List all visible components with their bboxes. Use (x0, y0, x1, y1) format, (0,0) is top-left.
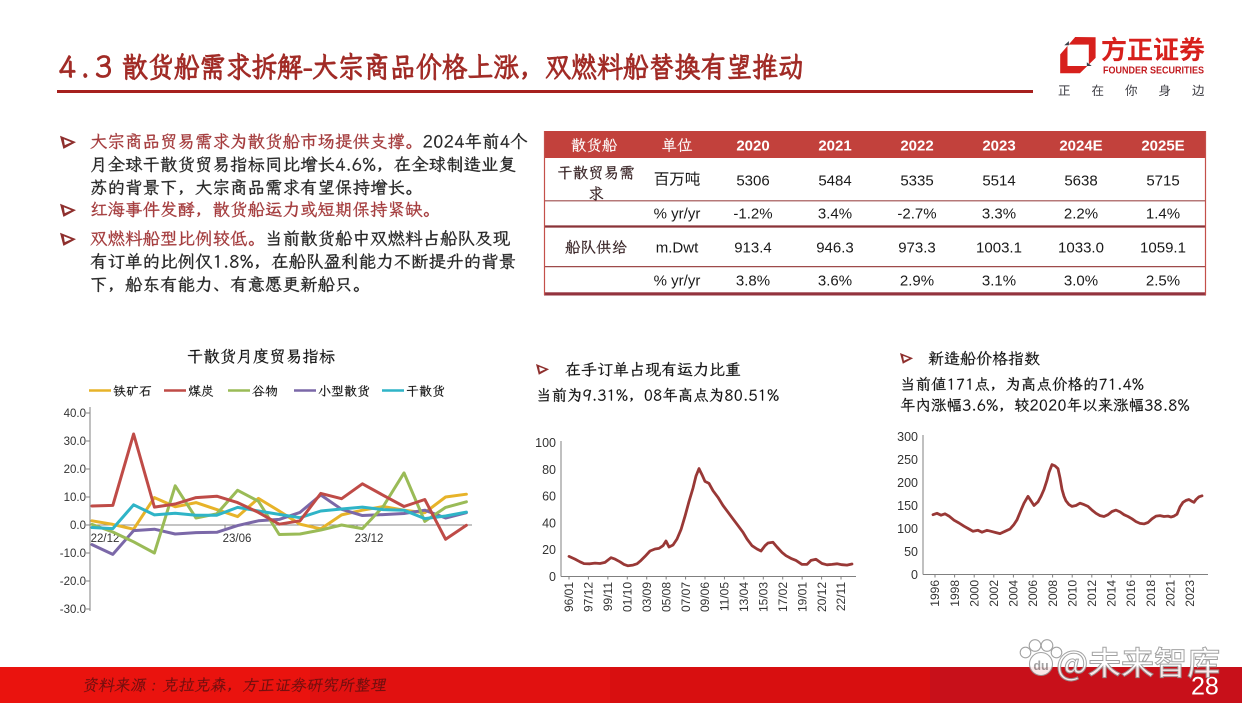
svg-text:2.9%: 2.9% (900, 273, 934, 290)
svg-text:40: 40 (542, 516, 556, 530)
svg-text:5484: 5484 (818, 173, 851, 190)
svg-text:0: 0 (549, 570, 556, 584)
svg-text:m.Dwt: m.Dwt (656, 240, 699, 257)
svg-text:1033.0: 1033.0 (1058, 240, 1104, 257)
svg-text:15/03: 15/03 (757, 582, 771, 612)
svg-text:05/08: 05/08 (659, 582, 673, 612)
svg-text:2002: 2002 (987, 580, 1001, 607)
svg-text:20/12: 20/12 (815, 582, 829, 612)
svg-text:1998: 1998 (948, 580, 962, 607)
svg-text:946.3: 946.3 (816, 240, 854, 257)
svg-text:150: 150 (897, 499, 918, 513)
svg-text:2.2%: 2.2% (1064, 206, 1098, 223)
svg-text:2008: 2008 (1046, 580, 1060, 607)
svg-text:30.0: 30.0 (64, 436, 86, 448)
svg-text:50: 50 (904, 545, 918, 559)
svg-text:01/10: 01/10 (621, 582, 635, 612)
svg-text:1059.1: 1059.1 (1140, 240, 1186, 257)
svg-text:3.8%: 3.8% (736, 273, 770, 290)
svg-text:3.6%: 3.6% (818, 273, 852, 290)
svg-text:2012: 2012 (1085, 580, 1099, 607)
svg-text:2023: 2023 (1183, 580, 1197, 607)
svg-text:2024E: 2024E (1059, 138, 1102, 155)
svg-text:1.4%: 1.4% (1146, 206, 1180, 223)
svg-text:-20.0: -20.0 (60, 576, 86, 588)
svg-text:23/12: 23/12 (355, 533, 384, 545)
svg-text:0.0: 0.0 (70, 520, 86, 532)
svg-text:du: du (1033, 659, 1048, 673)
svg-text:3.4%: 3.4% (818, 206, 852, 223)
svg-text:0: 0 (911, 568, 918, 582)
svg-text:300: 300 (897, 430, 918, 444)
svg-text:100: 100 (897, 522, 918, 536)
svg-text:2021: 2021 (1163, 580, 1177, 607)
svg-text:3.3%: 3.3% (982, 206, 1016, 223)
svg-text:60: 60 (542, 490, 556, 504)
svg-text:5335: 5335 (900, 173, 933, 190)
svg-text:10.0: 10.0 (64, 492, 86, 504)
svg-text:2023: 2023 (982, 138, 1015, 155)
svg-text:09/06: 09/06 (698, 582, 712, 612)
svg-text:99/11: 99/11 (601, 582, 615, 611)
svg-text:22/11: 22/11 (834, 582, 848, 611)
svg-text:23/06: 23/06 (223, 533, 252, 545)
svg-text:2.5%: 2.5% (1146, 273, 1180, 290)
svg-text:20: 20 (542, 543, 556, 557)
svg-text:17/02: 17/02 (776, 582, 790, 612)
svg-text:2000: 2000 (967, 580, 981, 607)
svg-text:5715: 5715 (1146, 173, 1179, 190)
svg-text:2016: 2016 (1124, 580, 1138, 607)
svg-text:22/12: 22/12 (91, 533, 120, 545)
svg-text:5306: 5306 (736, 173, 769, 190)
svg-text:2014: 2014 (1105, 580, 1119, 607)
svg-text:-2.7%: -2.7% (897, 206, 936, 223)
svg-text:2006: 2006 (1026, 580, 1040, 607)
svg-text:2018: 2018 (1144, 580, 1158, 607)
svg-text:5638: 5638 (1064, 173, 1097, 190)
svg-text:913.4: 913.4 (734, 240, 772, 257)
svg-text:2025E: 2025E (1141, 138, 1184, 155)
svg-text:97/12: 97/12 (582, 582, 596, 612)
svg-text:11/05: 11/05 (718, 582, 732, 611)
svg-text:1003.1: 1003.1 (976, 240, 1022, 257)
svg-text:2021: 2021 (818, 138, 851, 155)
svg-text:2022: 2022 (900, 138, 933, 155)
svg-text:40.0: 40.0 (64, 408, 86, 420)
svg-text:-1.2%: -1.2% (733, 206, 772, 223)
svg-text:03/09: 03/09 (640, 582, 654, 612)
svg-text:5514: 5514 (982, 173, 1015, 190)
svg-text:-30.0: -30.0 (60, 604, 86, 616)
svg-text:2010: 2010 (1065, 580, 1079, 607)
svg-text:973.3: 973.3 (898, 240, 936, 257)
svg-text:2020: 2020 (736, 138, 769, 155)
svg-text:28: 28 (1191, 673, 1219, 701)
svg-text:20.0: 20.0 (64, 464, 86, 476)
svg-text:-10.0: -10.0 (60, 548, 86, 560)
svg-text:2004: 2004 (1007, 580, 1021, 607)
svg-text:FOUNDER SECURITIES: FOUNDER SECURITIES (1103, 66, 1204, 77)
svg-text:07/07: 07/07 (679, 582, 693, 612)
svg-text:% yr/yr: % yr/yr (654, 273, 701, 290)
svg-text:3.1%: 3.1% (982, 273, 1016, 290)
svg-text:% yr/yr: % yr/yr (654, 206, 701, 223)
svg-text:250: 250 (897, 453, 918, 467)
svg-text:19/01: 19/01 (795, 582, 809, 612)
svg-text:200: 200 (897, 476, 918, 490)
svg-text:3.0%: 3.0% (1064, 273, 1098, 290)
svg-text:80: 80 (542, 463, 556, 477)
svg-text:100: 100 (535, 436, 556, 450)
svg-text:1996: 1996 (928, 580, 942, 607)
svg-text:96/01: 96/01 (562, 582, 576, 612)
svg-text:13/04: 13/04 (737, 582, 751, 612)
